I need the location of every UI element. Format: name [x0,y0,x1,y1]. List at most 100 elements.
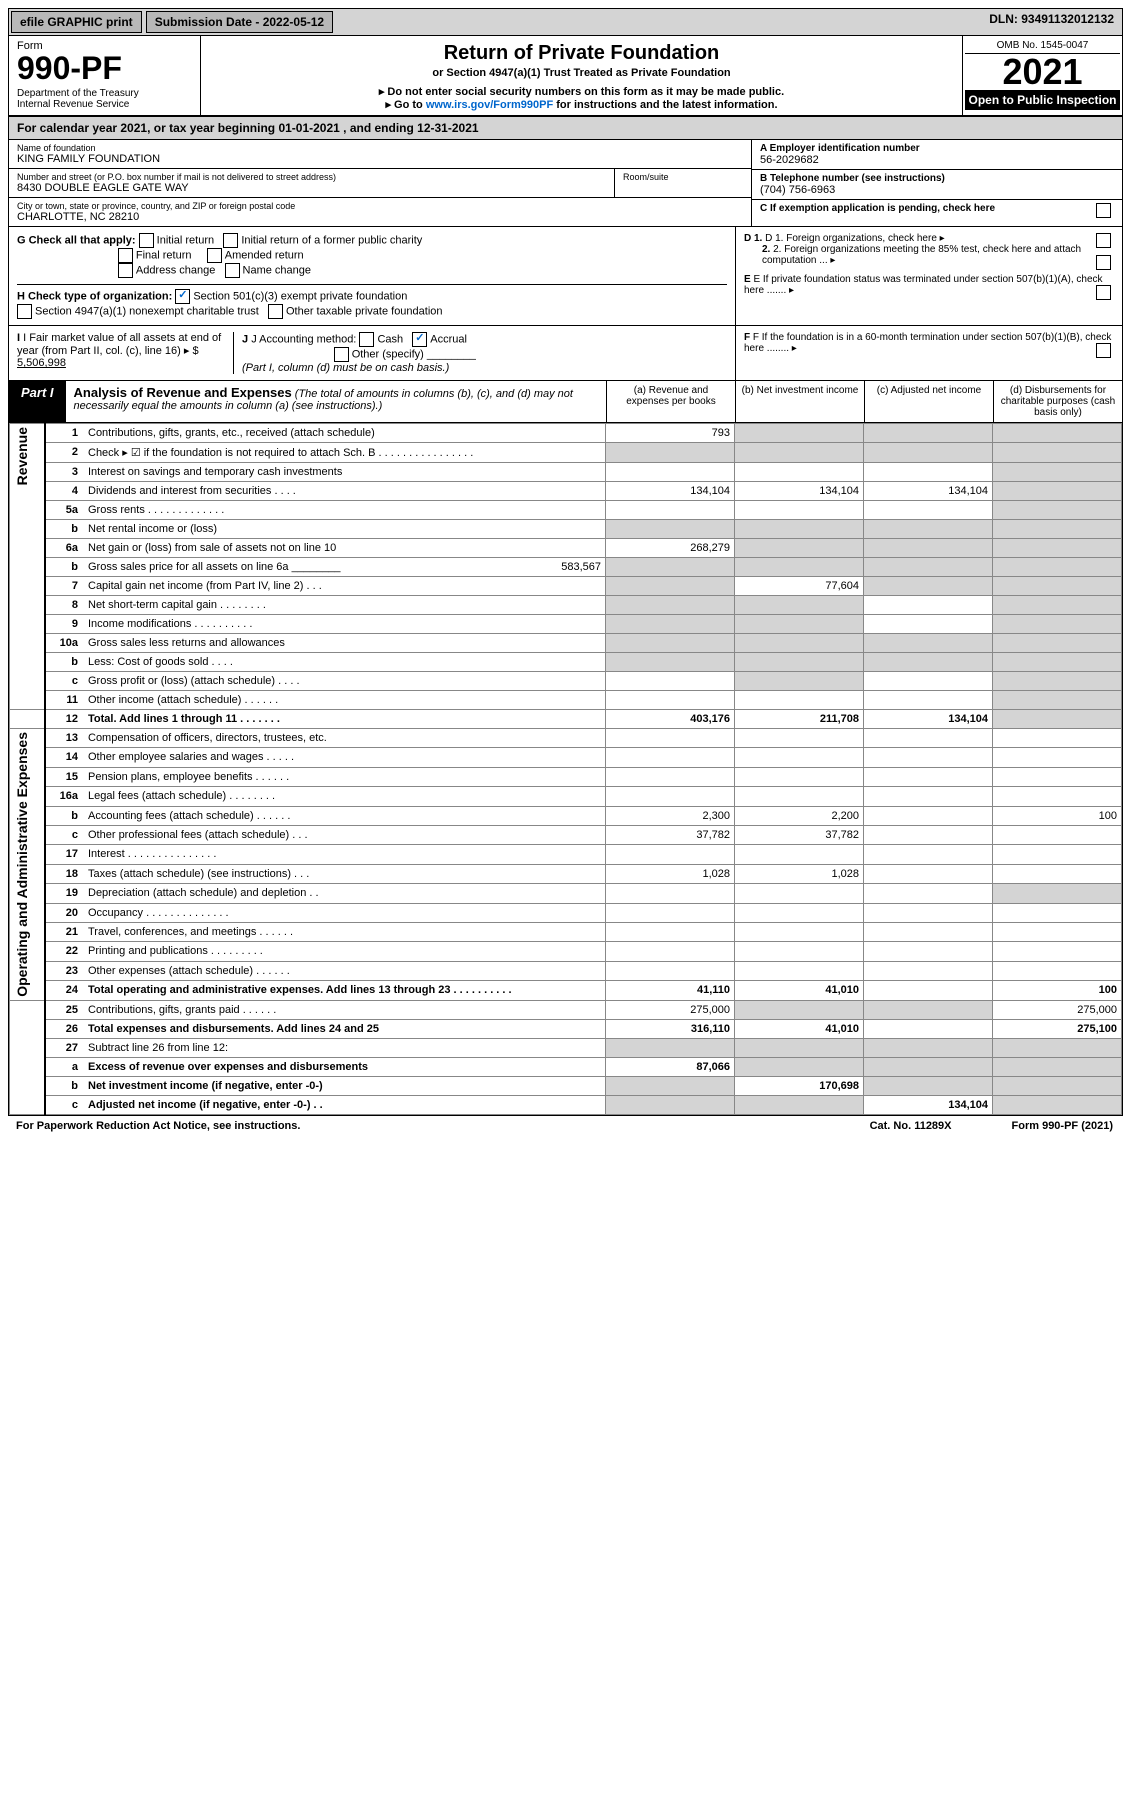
part1-header: Part I Analysis of Revenue and Expenses … [9,381,1122,423]
d2-checkbox[interactable] [1096,255,1111,270]
g-name-checkbox[interactable] [225,263,240,278]
j-accrual: Accrual [430,333,467,345]
table-row: 9Income modifications . . . . . . . . . … [10,615,1122,634]
goto-note: ▸ Go to www.irs.gov/Form990PF for instru… [213,98,950,111]
g-final-checkbox[interactable] [118,248,133,263]
part1-table: Revenue 1Contributions, gifts, grants, e… [9,423,1122,1115]
part1-title: Analysis of Revenue and Expenses [74,385,292,400]
table-row: 7Capital gain net income (from Part IV, … [10,577,1122,596]
cat-number: Cat. No. 11289X [870,1120,952,1132]
calendar-year-row: For calendar year 2021, or tax year begi… [9,117,1122,140]
table-row: bAccounting fees (attach schedule) . . .… [10,806,1122,825]
h-501c3-checkbox[interactable]: ✓ [175,289,190,304]
g-opt-2: Final return [136,249,192,261]
j-other: Other (specify) [352,348,424,360]
tax-year: 2021 [965,54,1120,90]
form-footer-label: Form 990-PF (2021) [1012,1120,1113,1132]
table-row: 26Total expenses and disbursements. Add … [10,1019,1122,1038]
j-note: (Part I, column (d) must be on cash basi… [242,362,449,374]
form-subtitle: or Section 4947(a)(1) Trust Treated as P… [213,67,950,79]
table-row: 24Total operating and administrative exp… [10,981,1122,1001]
g-opt-0: Initial return [157,234,214,246]
submission-date: Submission Date - 2022-05-12 [146,11,333,33]
col-b-header: (b) Net investment income [735,381,864,422]
city-state-zip: CHARLOTTE, NC 28210 [17,211,743,223]
table-row: bGross sales price for all assets on lin… [10,558,1122,577]
g-address-checkbox[interactable] [118,263,133,278]
ein-value: 56-2029682 [760,154,1114,166]
table-row: cOther professional fees (attach schedul… [10,826,1122,845]
dept-treasury: Department of the Treasury [17,88,192,99]
table-row: 20Occupancy . . . . . . . . . . . . . . [10,903,1122,922]
table-row: 23Other expenses (attach schedule) . . .… [10,961,1122,980]
name-label: Name of foundation [17,143,743,153]
table-row: 21Travel, conferences, and meetings . . … [10,923,1122,942]
g-label: G Check all that apply: [17,234,136,246]
entity-info: Name of foundation KING FAMILY FOUNDATIO… [9,140,1122,227]
j-accrual-checkbox[interactable]: ✓ [412,332,427,347]
table-row: 15Pension plans, employee benefits . . .… [10,767,1122,786]
section-i-j-f: I I Fair market value of all assets at e… [9,326,1122,381]
table-row: aExcess of revenue over expenses and dis… [10,1057,1122,1076]
table-row: bNet investment income (if negative, ent… [10,1076,1122,1095]
col-d-header: (d) Disbursements for charitable purpose… [993,381,1122,422]
table-row: 6aNet gain or (loss) from sale of assets… [10,539,1122,558]
exemption-checkbox[interactable] [1096,203,1111,218]
table-row: 2Check ▸ ☑ if the foundation is not requ… [10,443,1122,463]
city-label: City or town, state or province, country… [17,201,743,211]
table-row: 25Contributions, gifts, grants paid . . … [10,1000,1122,1019]
phone-value: (704) 756-6963 [760,184,1114,196]
col-c-header: (c) Adjusted net income [864,381,993,422]
g-amended-checkbox[interactable] [207,248,222,263]
part1-label: Part I [9,381,66,422]
g-opt-4: Address change [136,264,216,276]
j-cash-checkbox[interactable] [359,332,374,347]
expenses-side-label: Operating and Administrative Expenses [14,732,30,997]
table-row: 11Other income (attach schedule) . . . .… [10,691,1122,710]
table-row: bLess: Cost of goods sold . . . . [10,653,1122,672]
col-a-header: (a) Revenue and expenses per books [606,381,735,422]
table-row: 5aGross rents . . . . . . . . . . . . . [10,501,1122,520]
f-checkbox[interactable] [1096,343,1111,358]
efile-print-button[interactable]: efile GRAPHIC print [11,11,142,33]
form-page: efile GRAPHIC print Submission Date - 20… [8,8,1123,1116]
h-label: H Check type of organization: [17,290,172,302]
h-4947-checkbox[interactable] [17,304,32,319]
j-label: J Accounting method: [251,333,356,345]
h-opt-2: Section 4947(a)(1) nonexempt charitable … [35,305,259,317]
h-other-checkbox[interactable] [268,304,283,319]
e-label: E If private foundation status was termi… [744,274,1103,296]
d2-label: 2. Foreign organizations meeting the 85%… [762,244,1081,266]
table-row: 17Interest . . . . . . . . . . . . . . . [10,845,1122,864]
table-row: 18Taxes (attach schedule) (see instructi… [10,864,1122,883]
table-row: 12Total. Add lines 1 through 11 . . . . … [10,710,1122,729]
paperwork-notice: For Paperwork Reduction Act Notice, see … [16,1120,300,1132]
table-row: 19Depreciation (attach schedule) and dep… [10,884,1122,903]
e-checkbox[interactable] [1096,285,1111,300]
phone-label: B Telephone number (see instructions) [760,173,1114,184]
table-row: 3Interest on savings and temporary cash … [10,463,1122,482]
table-row: 22Printing and publications . . . . . . … [10,942,1122,961]
exemption-label: C If exemption application is pending, c… [760,203,995,214]
form-title: Return of Private Foundation [213,42,950,65]
table-row: cGross profit or (loss) (attach schedule… [10,672,1122,691]
form-number: 990-PF [17,52,192,84]
irs-label: Internal Revenue Service [17,99,192,110]
d1-checkbox[interactable] [1096,233,1111,248]
table-row: 4Dividends and interest from securities … [10,482,1122,501]
f-label: F If the foundation is in a 60-month ter… [744,332,1111,354]
g-opt-1: Initial return of a former public charit… [241,234,422,246]
topbar: efile GRAPHIC print Submission Date - 20… [9,9,1122,36]
open-inspection: Open to Public Inspection [965,90,1120,110]
ein-label: A Employer identification number [760,143,1114,154]
room-label: Room/suite [623,172,743,182]
foundation-name: KING FAMILY FOUNDATION [17,153,743,165]
form-header: Form 990-PF Department of the Treasury I… [9,36,1122,117]
table-row: 14Other employee salaries and wages . . … [10,748,1122,767]
j-other-checkbox[interactable] [334,347,349,362]
g-initial-checkbox[interactable] [139,233,154,248]
irs-link[interactable]: www.irs.gov/Form990PF [426,99,553,111]
i-value: 5,506,998 [17,357,66,369]
g-former-checkbox[interactable] [223,233,238,248]
i-label: I Fair market value of all assets at end… [17,332,221,357]
